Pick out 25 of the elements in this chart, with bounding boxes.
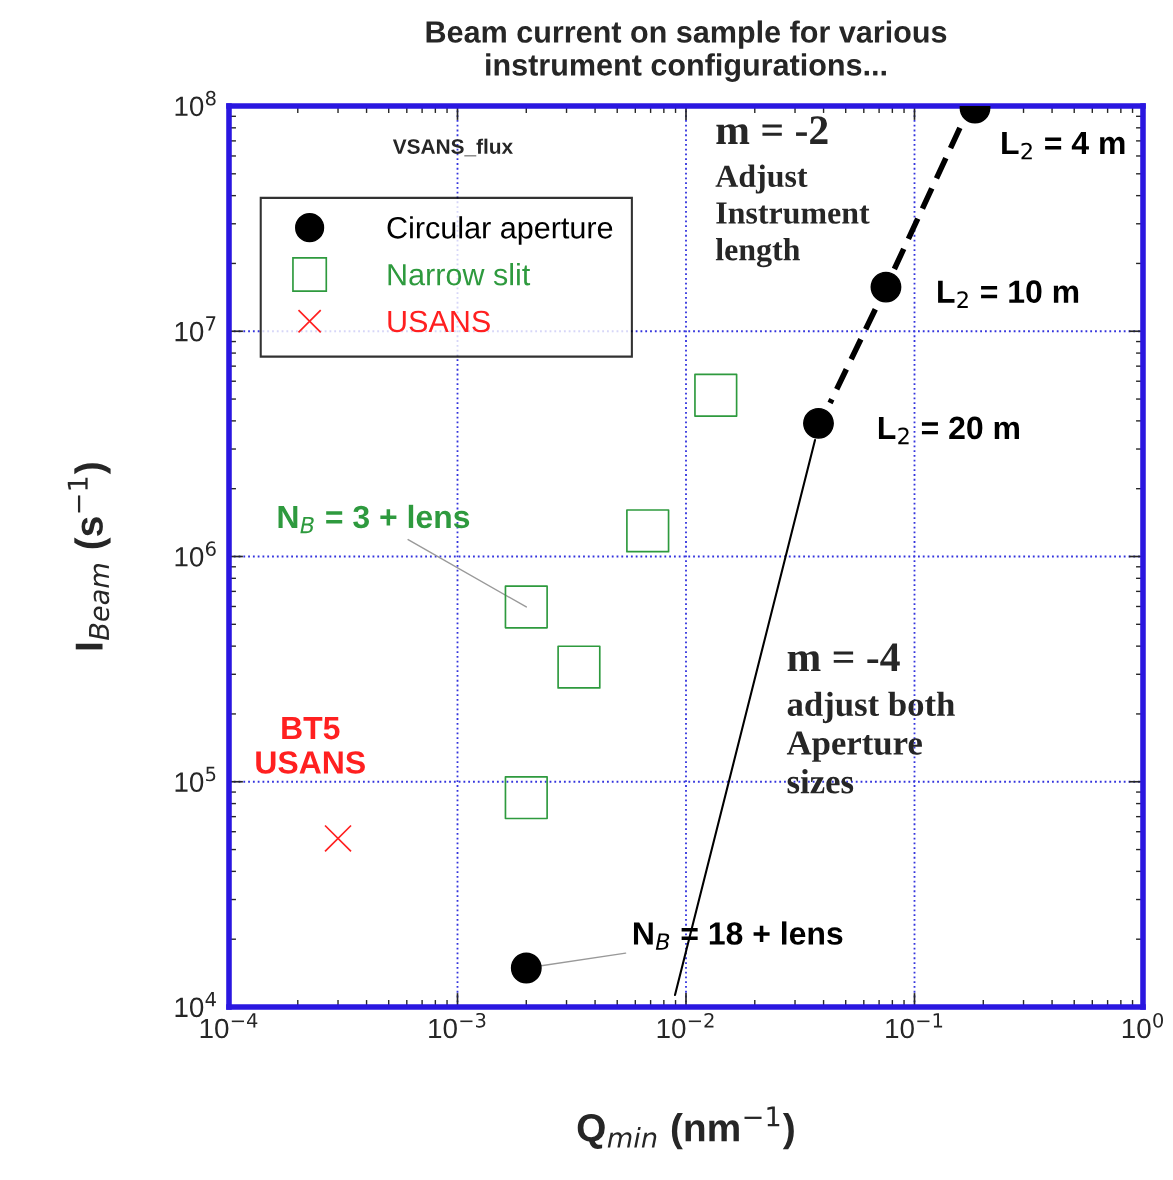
y-axis-title: I$_{Beam}$ (s$^{−1}$) [67, 463, 111, 650]
y-tick-label: 10$^{5}$ [175, 766, 216, 792]
annotation: adjust both Aperture sizes [786, 691, 955, 794]
x-tick-label: 10$^{−1}$ [886, 1013, 943, 1039]
annotation: L$_{2}$ = 4 m [1002, 132, 1125, 160]
annotation: m = -2 [716, 116, 828, 144]
annotation: L$_{2}$ = 10 m [938, 280, 1079, 308]
annotation: L$_{2}$ = 20 m [878, 416, 1019, 445]
y-tick-label: 10$^{8}$ [175, 90, 216, 117]
x-tick-label: 10$^{−2}$ [657, 1012, 714, 1039]
y-tick-label: 10$^{7}$ [175, 316, 216, 342]
y-tick-label: 10$^{6}$ [175, 541, 216, 567]
legend-label: Circular aperture [387, 216, 613, 245]
legend-label: Narrow slit [388, 263, 531, 286]
annotation: N$_{B}$ = 3 + lens [278, 504, 470, 534]
x-tick-label: 10$^{−3}$ [429, 1012, 486, 1039]
y-tick-label: 10$^{4}$ [175, 992, 216, 1018]
annotation: Adjust Instrument length [715, 164, 870, 268]
chart-title: Beam current on sample for various instrument configurations... [426, 20, 947, 82]
annotation: VSANS_flux [392, 138, 513, 157]
x-axis-title: Q$_{min}$ (nm$^{−1}$) [577, 1106, 794, 1150]
x-tick-label: 10$^{0}$ [1122, 1012, 1164, 1039]
annotation: BT5 USANS [256, 717, 365, 774]
legend-label: USANS [388, 310, 490, 333]
annotation: m = -4 [787, 643, 900, 672]
